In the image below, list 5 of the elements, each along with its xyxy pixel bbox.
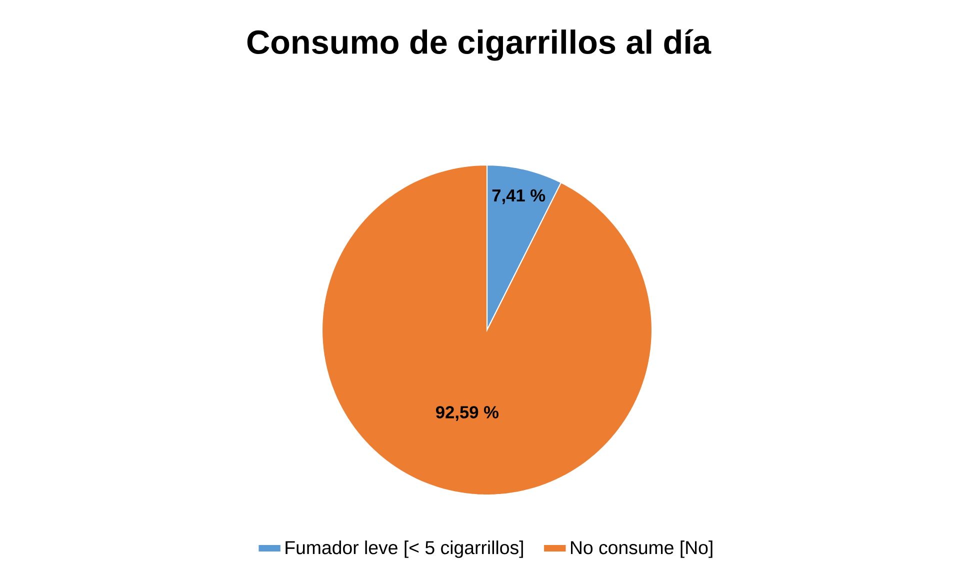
data-label: 92,59 % xyxy=(436,406,499,421)
chart-title: Consumo de cigarrillos al día xyxy=(247,29,712,61)
data-label: 7,41 % xyxy=(492,189,546,204)
legend-label: Fumador leve [< 5 cigarrillos] xyxy=(286,540,523,558)
legend-label: No consume [No] xyxy=(571,540,712,558)
